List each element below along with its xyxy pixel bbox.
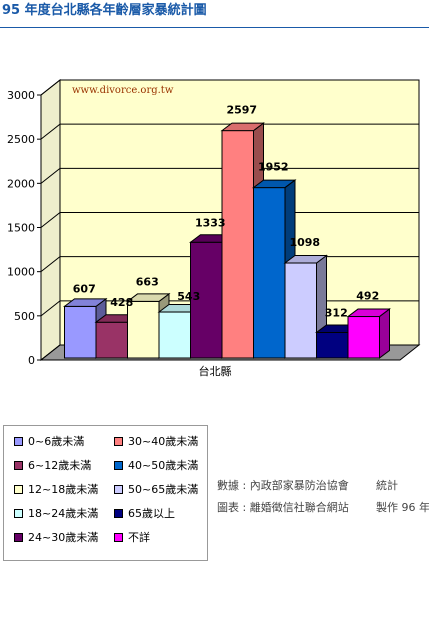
title-divider [0, 27, 429, 28]
legend-label: 65歲以上 [128, 507, 175, 520]
source-data-suffix: 統計 [376, 479, 398, 492]
legend-label: 12~18歲未滿 [28, 483, 99, 496]
bar-top [220, 122, 265, 132]
bar-front [284, 262, 317, 359]
legend-item: 6~12歲未滿 [14, 458, 91, 474]
legend-swatch [114, 532, 123, 542]
legend-item: 不詳 [114, 530, 150, 546]
legend-swatch [14, 508, 23, 518]
y-tick-label: 500 [14, 310, 35, 323]
x-tick-label: 台北縣 [199, 364, 232, 378]
y-axis: 0 500 1000 1500 2000 2500 3000 [7, 89, 42, 367]
gridline [40, 167, 419, 184]
data-label: 492 [356, 290, 379, 303]
y-tick-label: 1000 [7, 266, 35, 279]
legend-swatch [14, 460, 23, 470]
source-chart-label: 圖表 : 離婚徵信社聯合網站 [217, 501, 349, 514]
bar-top [126, 293, 171, 302]
legend-swatch [14, 532, 23, 542]
legend-item: 18~24歲未滿 [14, 506, 98, 522]
data-label: 663 [136, 275, 159, 288]
source-chart-suffix: 製作 96 年 [376, 501, 429, 514]
legend-label: 24~30歲未滿 [28, 531, 99, 544]
data-label: 312 [325, 306, 348, 319]
bar-front [316, 331, 349, 359]
gridline [40, 212, 419, 228]
legend-swatch [114, 484, 123, 494]
watermark-text: www.divorce.org.tw [72, 85, 174, 96]
data-label: 607 [73, 282, 96, 295]
y-tick-label: 3000 [7, 89, 35, 102]
legend-item: 24~30歲未滿 [14, 530, 98, 546]
legend-label: 40~50歲未滿 [128, 459, 199, 472]
bar-side [379, 308, 390, 359]
legend-label: 0~6歲未滿 [28, 435, 85, 448]
source-data-label: 數據 : 內政部家暴防治協會 [217, 479, 349, 492]
bar-10 [346, 308, 391, 359]
bar-top [63, 298, 108, 307]
bar-top [283, 255, 328, 264]
y-tick-label: 2500 [7, 133, 35, 146]
legend-swatch [114, 436, 123, 446]
data-label: 543 [177, 290, 200, 303]
bar-top [346, 308, 391, 318]
legend-item: 40~50歲未滿 [114, 458, 198, 474]
bar-top [252, 179, 297, 189]
data-label: 1952 [258, 161, 289, 174]
legend-label: 6~12歲未滿 [28, 459, 92, 472]
legend-label: 18~24歲未滿 [28, 507, 99, 520]
legend-item: 0~6歲未滿 [14, 434, 84, 450]
data-label: 1333 [195, 216, 226, 229]
legend-swatch [14, 484, 23, 494]
bar-front [95, 321, 128, 359]
gridline [40, 123, 419, 140]
legend-item: 30~40歲未滿 [114, 434, 198, 450]
legend-swatch [14, 436, 23, 446]
chart-legend: 0~6歲未滿 6~12歲未滿 12~18歲未滿 18~24歲未滿 24~30歲未滿 30~… [3, 425, 208, 561]
bar-front [158, 311, 191, 359]
gridline [40, 79, 419, 96]
legend-swatch [114, 508, 123, 518]
legend-item: 50~65歲未滿 [114, 482, 198, 498]
y-tick-label: 2000 [7, 177, 35, 190]
legend-item: 12~18歲未滿 [14, 482, 98, 498]
data-label: 1098 [289, 236, 320, 249]
bar-front [64, 305, 97, 359]
bar-front [347, 316, 380, 359]
legend-item: 65歲以上 [114, 506, 175, 522]
bar-front [190, 241, 223, 359]
data-label: 428 [110, 296, 133, 309]
page-title: 95 年度台北縣各年齡層家暴統計圖 [2, 3, 207, 18]
y-tick-label: 1500 [7, 222, 35, 235]
y-tick-label: 0 [28, 354, 35, 367]
bar-front [127, 300, 160, 359]
legend-label: 不詳 [128, 531, 150, 544]
bar-front [221, 130, 254, 359]
legend-swatch [114, 460, 123, 470]
legend-label: 30~40歲未滿 [128, 435, 199, 448]
bar-front [253, 187, 286, 359]
legend-label: 50~65歲未滿 [128, 483, 199, 496]
data-label: 2597 [226, 104, 257, 117]
chart-bars [63, 122, 391, 359]
